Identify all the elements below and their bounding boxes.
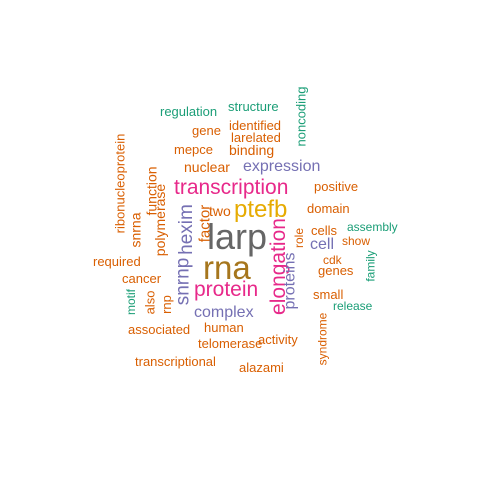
word-two: two [209,203,231,219]
word-snrna: snrna [127,212,144,248]
word-expression: expression [243,158,321,175]
word-required: required [93,254,141,269]
word-larp: larp [207,216,268,257]
word-release: release [333,299,373,313]
word-associated: associated [128,322,191,337]
word-nuclear: nuclear [184,159,230,175]
word-regulation: regulation [160,104,218,119]
word-family: family [363,250,378,282]
word-assembly: assembly [347,220,398,234]
word-role: role [292,227,307,249]
word-larelated: larelated [231,130,281,145]
word-rna: rna [203,249,251,286]
word-proteins: proteins [281,252,299,310]
word-ptefb: ptefb [234,196,288,223]
word-show: show [342,234,371,248]
word-positive: positive [314,179,359,194]
word-cancer: cancer [122,271,162,286]
word-snrnp: snrnp [172,257,194,306]
word-genes: genes [318,263,354,278]
word-function: function [143,166,160,216]
word-transcriptional: transcriptional [135,354,216,369]
word-structure: structure [228,99,279,114]
word-telomerase: telomerase [198,336,263,351]
word-binding: binding [229,142,275,158]
word-protein: protein [194,278,259,301]
word-small: small [313,287,344,302]
word-mepce: mepce [174,142,214,157]
word-noncoding: noncoding [293,86,309,147]
word-domain: domain [307,201,350,216]
word-syndrome: syndrome [315,312,330,366]
word-hexim: hexim [175,204,197,255]
word-cell: cell [310,236,335,253]
word-gene: gene [192,123,221,138]
word-complex: complex [194,304,254,321]
word-activity: activity [258,332,298,347]
word-also: also [142,290,158,315]
word-alazami: alazami [239,360,284,375]
word-ribonucleoprotein: ribonucleoprotein [112,133,128,234]
word-motif: motif [124,288,139,316]
word-rnp: rnp [158,295,174,314]
word-cdk: cdk [323,253,342,267]
word-cells: cells [311,223,338,238]
word-identified: identified [229,118,282,133]
word-human: human [204,320,244,335]
word-transcription: transcription [174,176,289,199]
